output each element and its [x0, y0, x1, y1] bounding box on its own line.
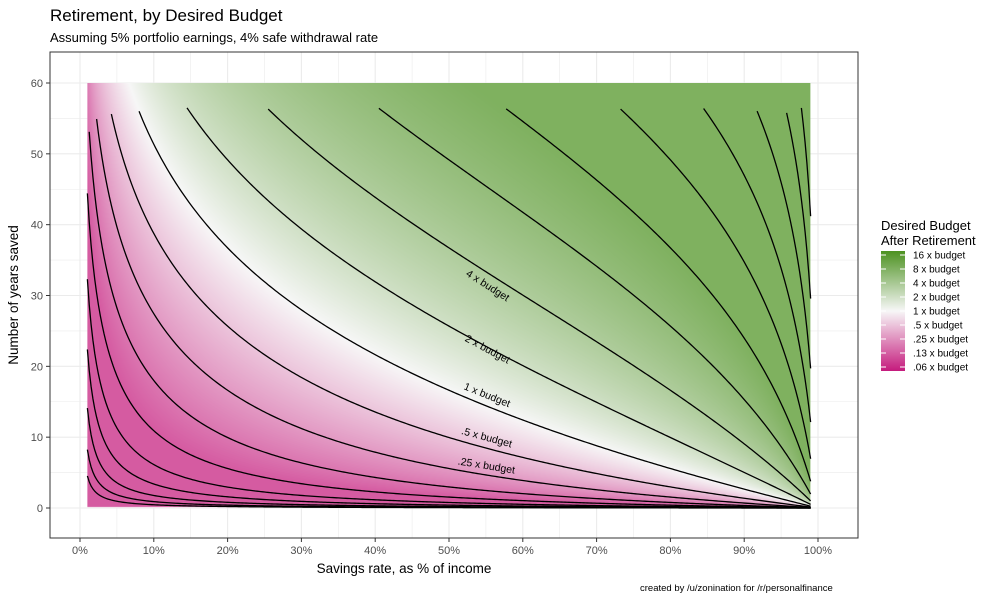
credit-text: created by /u/zonination for /r/personal…: [640, 583, 833, 594]
y-tick-label: 30: [31, 291, 43, 303]
y-tick-label: 50: [31, 149, 43, 161]
contour-line: [88, 131, 811, 509]
x-tick-label: 10%: [143, 545, 165, 557]
chart-title: Retirement, by Desired Budget: [50, 6, 283, 25]
contour-line: [620, 108, 812, 459]
contour-line: [86, 193, 811, 509]
x-tick-label: 20%: [217, 545, 239, 557]
heatmap-raster: [87, 83, 811, 508]
x-axis-title: Savings rate, as % of income: [317, 561, 492, 576]
contour-line: [703, 108, 812, 423]
x-tick-label: 70%: [586, 545, 608, 557]
contour-line: [800, 107, 812, 217]
x-axis: 0% 10% 20% 30% 40% 50% 60% 70% 80% 90% 100%: [72, 538, 832, 557]
y-axis: 0 10 20 30 40 50 60: [31, 78, 50, 515]
contour-line: [267, 108, 812, 502]
legend-entry-label: .06 x budget: [913, 363, 968, 374]
y-tick-label: 40: [31, 220, 43, 232]
legend-entry-label: .5 x budget: [913, 321, 963, 332]
contour-line: [756, 110, 812, 369]
x-tick-label: 80%: [659, 545, 681, 557]
x-tick-label: 90%: [733, 545, 755, 557]
contour-line: [785, 112, 812, 299]
legend-entry-label: 16 x budget: [913, 251, 965, 262]
contour-line: [110, 113, 811, 508]
contour-line: [378, 107, 812, 495]
y-tick-label: 60: [31, 78, 43, 90]
legend-entry-label: 2 x budget: [913, 293, 960, 304]
contour-line: [138, 111, 811, 507]
contour-line: [86, 279, 811, 509]
x-tick-label: 30%: [290, 545, 312, 557]
legend-entry-label: 1 x budget: [913, 307, 960, 318]
y-tick-label: 0: [37, 503, 43, 515]
contour-lines: [86, 107, 812, 509]
legend-title-line1: Desired Budget: [881, 218, 971, 233]
legend-entry-label: .25 x budget: [913, 335, 968, 346]
legend-entry-label: .13 x budget: [913, 349, 968, 360]
contour-line: [95, 118, 811, 509]
x-tick-label: 0%: [72, 545, 88, 557]
x-tick-label: 40%: [364, 545, 386, 557]
x-tick-label: 100%: [804, 545, 832, 557]
contour-line: [186, 107, 811, 505]
legend-title-line2: After Retirement: [881, 233, 976, 248]
x-tick-label: 50%: [438, 545, 460, 557]
y-tick-label: 10: [31, 432, 43, 444]
legend-entry-label: 8 x budget: [913, 265, 960, 276]
chart-subtitle: Assuming 5% portfolio earnings, 4% safe …: [50, 30, 379, 45]
y-tick-label: 20: [31, 361, 43, 373]
x-tick-label: 60%: [512, 545, 534, 557]
y-axis-title: Number of years saved: [6, 225, 21, 365]
legend-entry-label: 4 x budget: [913, 279, 960, 290]
contour-line: [505, 108, 812, 482]
